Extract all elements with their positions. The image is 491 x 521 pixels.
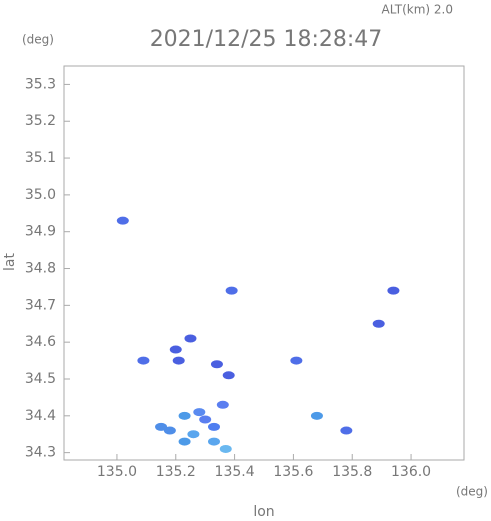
echo-cell — [372, 319, 385, 328]
x-tick-label: 135.4 — [215, 464, 255, 480]
y-tick-label: 35.3 — [25, 76, 56, 92]
y-tick-label: 35.0 — [25, 187, 56, 203]
y-axis-label: lat — [2, 253, 18, 271]
plot-frame — [63, 65, 465, 461]
y-tick-label: 35.1 — [25, 150, 56, 166]
echo-cell — [178, 437, 191, 446]
y-unit: (deg) — [22, 33, 54, 47]
x-tick-label: 135.2 — [156, 464, 196, 480]
echo-cell — [155, 422, 168, 431]
y-tick-label: 34.3 — [25, 445, 56, 461]
echo-cell — [225, 286, 238, 295]
echo-cell — [187, 430, 200, 439]
echo-cell — [216, 400, 229, 409]
echo-cell — [169, 345, 182, 354]
y-tick-label: 35.2 — [25, 113, 56, 129]
y-tick-label: 34.6 — [25, 334, 56, 350]
echo-cell — [208, 437, 220, 446]
echo-cell — [208, 422, 220, 431]
x-tick-label: 136.0 — [391, 464, 431, 480]
echo-cell — [310, 411, 323, 420]
chart-title: 2021/12/25 18:28:47 — [150, 27, 383, 52]
echo-cell — [210, 360, 223, 369]
y-tick-label: 34.4 — [25, 408, 56, 424]
altitude-label: ALT(km) 2.0 — [382, 3, 453, 17]
echo-cell — [163, 426, 176, 435]
x-tick-label: 135.6 — [273, 464, 313, 480]
y-tick-label: 34.5 — [25, 371, 56, 387]
echo-cell — [290, 356, 303, 365]
x-tick-label: 135.0 — [97, 464, 137, 480]
echo-cell — [387, 286, 400, 295]
y-tick-label: 34.9 — [25, 224, 56, 240]
echo-cell — [172, 356, 185, 365]
echo-cell — [193, 408, 206, 417]
echo-cell — [178, 411, 191, 420]
echo-cell — [199, 415, 212, 424]
echo-cell — [340, 426, 353, 435]
x-unit: (deg) — [456, 485, 488, 499]
y-tick-label: 34.7 — [25, 297, 56, 313]
echo-cell — [116, 216, 129, 225]
echo-cell — [184, 334, 197, 343]
y-tick-label: 34.8 — [25, 261, 56, 277]
x-tick-label: 135.8 — [332, 464, 372, 480]
x-axis-label: lon — [253, 504, 274, 520]
echo-cell — [219, 444, 232, 453]
echo-cell — [137, 356, 150, 365]
echo-cell — [222, 371, 235, 380]
